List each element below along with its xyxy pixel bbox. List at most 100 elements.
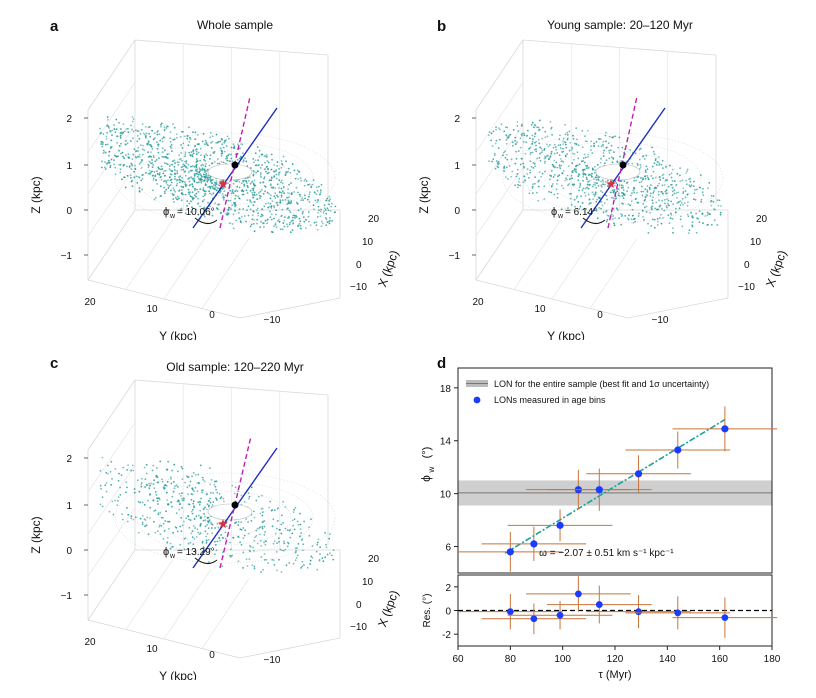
star-point bbox=[194, 194, 196, 197]
star-point bbox=[616, 160, 618, 163]
star-point bbox=[149, 135, 152, 138]
star-point bbox=[681, 179, 684, 182]
star-point bbox=[253, 550, 255, 552]
star-point bbox=[544, 170, 546, 173]
z-tick-label: 0 bbox=[454, 206, 460, 217]
grid-line bbox=[87, 507, 136, 577]
star-point bbox=[214, 202, 217, 205]
star-point bbox=[218, 536, 221, 539]
star-point bbox=[311, 183, 314, 186]
star-point bbox=[594, 193, 597, 196]
star-point bbox=[259, 167, 262, 169]
star-point bbox=[111, 134, 113, 137]
star-point bbox=[207, 186, 209, 189]
star-point bbox=[693, 180, 695, 183]
star-point bbox=[604, 162, 606, 165]
star-point bbox=[141, 188, 144, 191]
y-tick-label: 10 bbox=[146, 644, 158, 655]
star-point bbox=[213, 161, 216, 163]
star-point bbox=[673, 192, 676, 195]
star-point bbox=[114, 173, 117, 176]
star-point bbox=[570, 203, 573, 206]
star-point bbox=[252, 169, 255, 172]
grid-line bbox=[87, 82, 136, 153]
star-point bbox=[516, 141, 518, 144]
star-point bbox=[260, 545, 262, 547]
residual-point-3 bbox=[526, 576, 631, 612]
star-point bbox=[683, 202, 686, 205]
star-point bbox=[166, 499, 169, 501]
star-point bbox=[153, 487, 156, 490]
z-tick-label: −1 bbox=[449, 251, 461, 262]
panel-letter-b: b bbox=[437, 18, 447, 35]
star-point bbox=[194, 187, 197, 190]
star-point bbox=[132, 518, 135, 521]
star-point bbox=[110, 484, 113, 486]
star-point bbox=[199, 523, 202, 526]
x-axis-label: X (kpc) bbox=[375, 588, 400, 629]
star-point bbox=[301, 538, 304, 540]
x-tick-label: 20 bbox=[368, 554, 380, 565]
star-point bbox=[181, 507, 183, 509]
star-point bbox=[177, 499, 180, 502]
star-point bbox=[553, 143, 556, 146]
star-point bbox=[180, 192, 183, 195]
star-point bbox=[295, 186, 298, 189]
star-point bbox=[623, 180, 626, 183]
star-point bbox=[268, 506, 270, 509]
star-point bbox=[187, 493, 190, 495]
star-point bbox=[537, 129, 540, 132]
star-point bbox=[195, 192, 198, 195]
star-point bbox=[147, 533, 150, 536]
star-point bbox=[279, 201, 282, 204]
star-point bbox=[685, 183, 688, 186]
star-point bbox=[215, 497, 218, 500]
star-point bbox=[117, 500, 119, 502]
star-point bbox=[570, 174, 573, 177]
star-point bbox=[687, 193, 689, 196]
star-point bbox=[160, 175, 163, 178]
star-point bbox=[656, 218, 659, 220]
star-point bbox=[273, 564, 276, 566]
star-point bbox=[230, 208, 232, 211]
star-point bbox=[270, 168, 273, 171]
star-point bbox=[136, 130, 139, 133]
star-point bbox=[688, 229, 691, 232]
star-point bbox=[249, 182, 252, 185]
x-tick-label: 10 bbox=[362, 577, 374, 588]
star-point bbox=[232, 536, 235, 539]
star-point bbox=[676, 173, 679, 175]
star-point bbox=[698, 210, 701, 213]
star-point bbox=[318, 185, 320, 188]
star-point bbox=[276, 520, 279, 522]
star-point bbox=[578, 189, 580, 192]
star-point bbox=[205, 153, 207, 156]
star-point bbox=[291, 532, 294, 535]
star-point bbox=[249, 225, 252, 228]
star-point bbox=[103, 166, 106, 169]
star-point bbox=[582, 160, 584, 162]
star-point bbox=[193, 506, 195, 509]
star-point bbox=[551, 133, 553, 136]
star-point bbox=[632, 189, 635, 192]
lon-point bbox=[595, 486, 603, 494]
star-point bbox=[505, 176, 507, 179]
star-point bbox=[189, 154, 192, 157]
star-point bbox=[304, 197, 306, 200]
star-point bbox=[141, 123, 144, 125]
star-point bbox=[317, 199, 320, 202]
star-point bbox=[137, 479, 139, 482]
star-point bbox=[233, 492, 236, 495]
star-point bbox=[112, 513, 115, 516]
star-point bbox=[691, 216, 694, 219]
star-point bbox=[511, 141, 514, 144]
star-point bbox=[199, 517, 202, 519]
star-point bbox=[263, 226, 265, 228]
star-point bbox=[165, 491, 168, 494]
star-point bbox=[526, 168, 529, 171]
star-point bbox=[280, 196, 283, 198]
star-point bbox=[325, 543, 327, 546]
star-point bbox=[176, 170, 179, 172]
star-point bbox=[675, 207, 677, 210]
star-point bbox=[239, 528, 242, 531]
